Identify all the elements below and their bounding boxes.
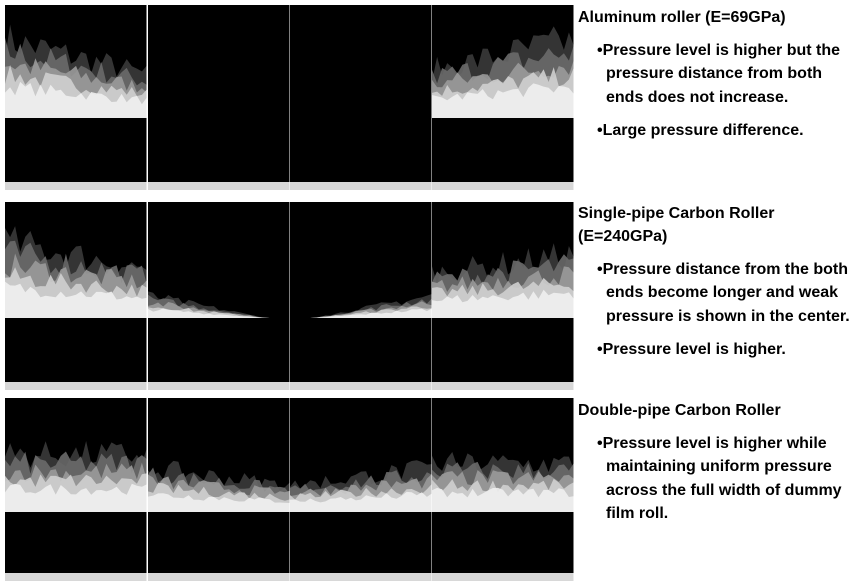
panel-footer [432,382,574,390]
bullet: •Pressure level is higher. [578,338,856,361]
bullet: •Large pressure difference. [578,119,856,142]
section: Double-pipe Carbon Roller •Pressure leve… [578,399,860,525]
panel-footer [148,382,290,390]
panel-footer [5,382,147,390]
panel-footer [148,182,290,190]
bullet: •Pressure level is higher while maintain… [578,432,856,525]
panel [148,202,290,382]
section-title: Single-pipe Carbon Roller (E=240GPa) [578,202,860,248]
panel-footer [290,182,432,190]
panel-footer [148,573,290,581]
panel [148,5,290,182]
section: Single-pipe Carbon Roller (E=240GPa) •Pr… [578,202,860,361]
bullet: •Pressure distance from the both ends be… [578,258,856,328]
bullet: •Pressure level is higher but the pressu… [578,39,856,109]
panel-footer [5,182,147,190]
panel-footer [290,382,432,390]
panel-footer [290,573,432,581]
section-title: Double-pipe Carbon Roller [578,399,860,422]
section: Aluminum roller (E=69GPa) •Pressure leve… [578,6,860,142]
panel-footer [432,573,574,581]
section-title: Aluminum roller (E=69GPa) [578,6,860,29]
panel [290,202,432,382]
pressure-images [0,0,576,583]
panel-footer [5,573,147,581]
panel-footer [432,182,574,190]
slide: Aluminum roller (E=69GPa) •Pressure leve… [0,0,862,583]
panel [290,5,432,182]
